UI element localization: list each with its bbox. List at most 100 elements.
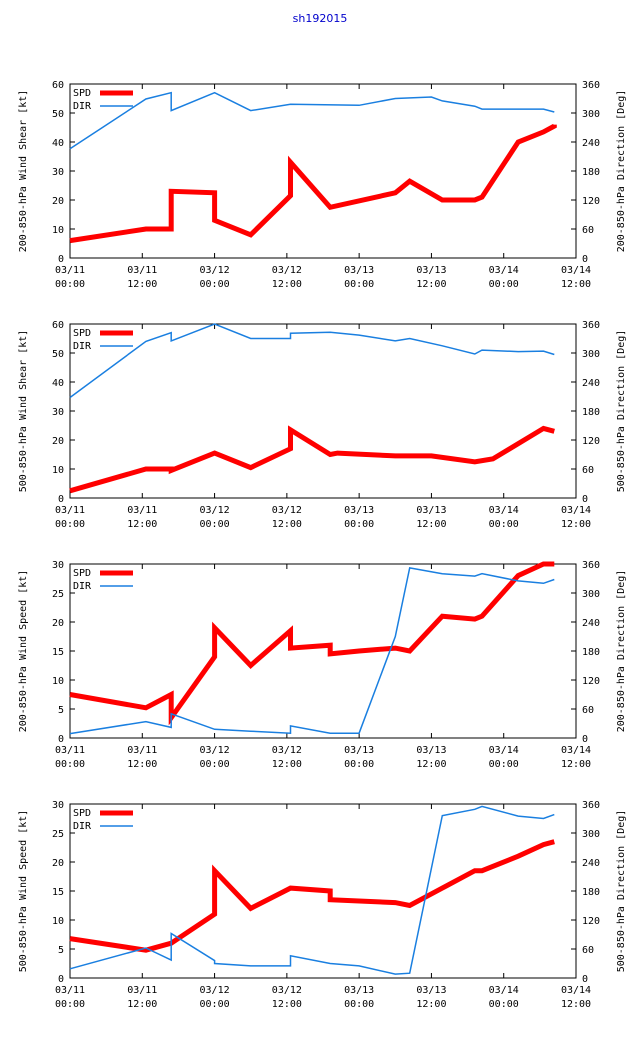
x-tick-time-label: 12:00 [416, 279, 446, 290]
y-right-tick-label: 60 [582, 465, 594, 476]
x-tick-date-label: 03/14 [489, 745, 519, 756]
y-right-tick-label: 300 [582, 109, 600, 120]
y-right-tick-label: 60 [582, 945, 594, 956]
y-left-tick-label: 0 [58, 734, 64, 745]
y-left-tick-label: 0 [58, 494, 64, 505]
x-tick-time-label: 12:00 [561, 999, 591, 1010]
x-tick-time-label: 00:00 [344, 999, 374, 1010]
y-left-tick-label: 10 [52, 676, 64, 687]
y-left-tick-label: 30 [52, 407, 64, 418]
x-tick-date-label: 03/12 [200, 745, 230, 756]
legend-label-spd: SPD [73, 88, 91, 99]
x-tick-time-label: 00:00 [489, 759, 519, 770]
spd-series-line [69, 425, 555, 494]
y-right-tick-label: 300 [582, 349, 600, 360]
y-axis-title-right: 500-850-hPa Direction [Deg] [616, 330, 627, 493]
y-left-tick-label: 0 [58, 974, 64, 985]
x-tick-time-label: 12:00 [561, 759, 591, 770]
y-right-tick-label: 180 [582, 887, 600, 898]
y-left-tick-label: 25 [52, 829, 64, 840]
y-right-tick-label: 180 [582, 167, 600, 178]
y-right-tick-label: 0 [582, 254, 588, 265]
y-left-tick-label: 10 [52, 916, 64, 927]
x-tick-time-label: 00:00 [489, 999, 519, 1010]
spd-series-line [69, 123, 557, 244]
spd-series-line [69, 839, 555, 953]
chart-panel-1: 0 10 20 30 40 50 60 0 60 120 180 240 300 360 03/11 00:0… [18, 80, 627, 290]
x-tick-time-label: 12:00 [561, 279, 591, 290]
x-tick-time-label: 12:00 [127, 279, 157, 290]
x-tick-time-label: 00:00 [344, 759, 374, 770]
y-left-tick-label: 20 [52, 196, 64, 207]
legend-label-spd: SPD [73, 328, 91, 339]
page-title: sh192015 [292, 12, 348, 25]
x-tick-time-label: 00:00 [55, 519, 85, 530]
x-tick-time-label: 00:00 [200, 279, 230, 290]
spd-series-line [69, 561, 555, 726]
x-tick-date-label: 03/12 [272, 265, 302, 276]
y-right-tick-label: 300 [582, 829, 600, 840]
y-right-tick-label: 0 [582, 974, 588, 985]
x-tick-time-label: 00:00 [55, 279, 85, 290]
dir-series-line [69, 805, 555, 975]
x-tick-time-label: 12:00 [272, 519, 302, 530]
x-tick-date-label: 03/14 [561, 265, 591, 276]
x-tick-date-label: 03/14 [489, 505, 519, 516]
legend-label-spd: SPD [73, 568, 91, 579]
y-left-tick-label: 5 [58, 945, 64, 956]
y-left-tick-label: 10 [52, 465, 64, 476]
x-tick-time-label: 00:00 [200, 519, 230, 530]
x-tick-time-label: 00:00 [489, 519, 519, 530]
x-tick-date-label: 03/11 [127, 265, 157, 276]
y-axis-title-left: 200-850-hPa Wind Speed [kt] [18, 570, 29, 733]
x-tick-time-label: 00:00 [200, 999, 230, 1010]
y-right-tick-label: 240 [582, 138, 600, 149]
y-right-tick-label: 240 [582, 858, 600, 869]
x-tick-time-label: 00:00 [55, 999, 85, 1010]
y-right-tick-label: 120 [582, 196, 600, 207]
y-right-tick-label: 120 [582, 436, 600, 447]
y-left-tick-label: 0 [58, 254, 64, 265]
x-tick-time-label: 12:00 [272, 279, 302, 290]
dir-series-line [69, 323, 555, 399]
x-tick-date-label: 03/14 [561, 985, 591, 996]
x-tick-date-label: 03/13 [344, 985, 374, 996]
x-tick-time-label: 12:00 [127, 759, 157, 770]
y-right-tick-label: 240 [582, 618, 600, 629]
x-tick-date-label: 03/14 [489, 985, 519, 996]
y-left-tick-label: 30 [52, 800, 64, 811]
x-tick-date-label: 03/12 [272, 745, 302, 756]
x-tick-date-label: 03/11 [127, 745, 157, 756]
x-tick-date-label: 03/14 [489, 265, 519, 276]
x-tick-date-label: 03/12 [200, 265, 230, 276]
x-tick-date-label: 03/13 [344, 265, 374, 276]
x-tick-time-label: 00:00 [55, 759, 85, 770]
chart-panel-4: 05101520253006012018024030036003/1100:00… [18, 800, 627, 1010]
y-right-tick-label: 360 [582, 800, 600, 811]
x-tick-date-label: 03/11 [55, 265, 85, 276]
y-right-tick-label: 300 [582, 589, 600, 600]
x-tick-time-label: 00:00 [489, 279, 519, 290]
x-tick-date-label: 03/12 [200, 985, 230, 996]
y-left-tick-label: 5 [58, 705, 64, 716]
y-left-tick-label: 30 [52, 560, 64, 571]
dir-series-line [69, 567, 555, 735]
legend-label-spd: SPD [73, 808, 91, 819]
x-tick-time-label: 00:00 [344, 519, 374, 530]
y-left-tick-label: 60 [52, 320, 64, 331]
y-left-tick-label: 15 [52, 887, 64, 898]
x-tick-date-label: 03/13 [416, 985, 446, 996]
y-axis-title-right: 500-850-hPa Direction [Deg] [616, 810, 627, 973]
x-tick-date-label: 03/11 [55, 505, 85, 516]
legend-label-dir: DIR [73, 821, 92, 832]
y-right-tick-label: 120 [582, 916, 600, 927]
y-left-tick-label: 40 [52, 378, 64, 389]
y-right-tick-label: 60 [582, 705, 594, 716]
x-tick-date-label: 03/12 [272, 985, 302, 996]
legend-label-dir: DIR [73, 101, 92, 112]
x-tick-date-label: 03/14 [561, 745, 591, 756]
y-right-tick-label: 0 [582, 734, 588, 745]
x-tick-date-label: 03/13 [416, 265, 446, 276]
y-right-tick-label: 360 [582, 560, 600, 571]
y-axis-title-left: 500-850-hPa Wind Shear [kt] [18, 330, 29, 493]
